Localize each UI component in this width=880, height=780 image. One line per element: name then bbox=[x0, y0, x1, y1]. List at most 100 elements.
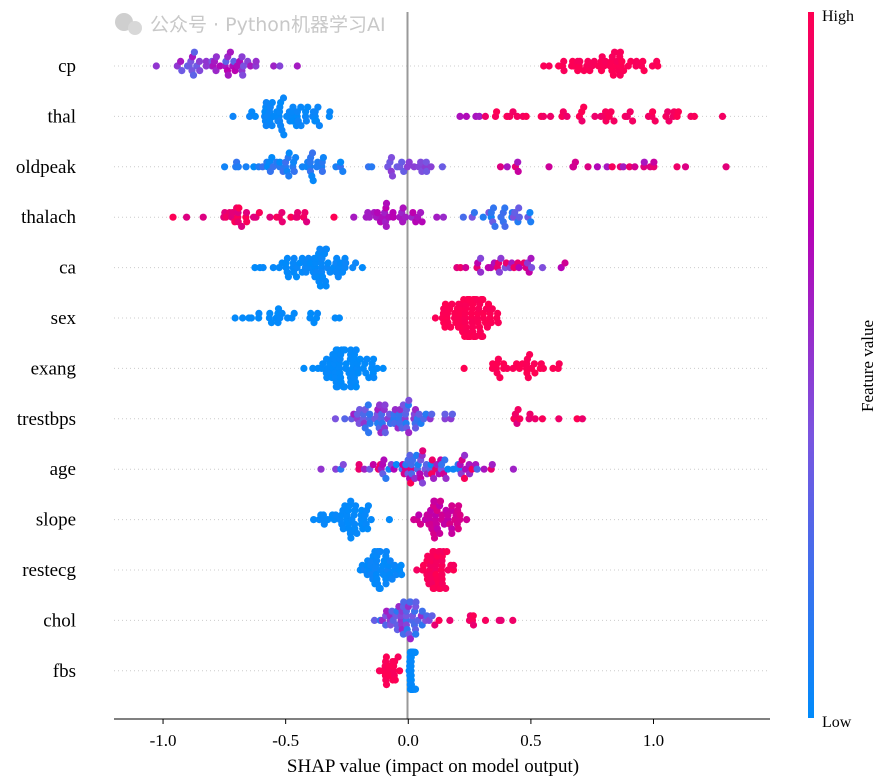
point-cp bbox=[639, 57, 647, 65]
point-cp bbox=[216, 62, 224, 70]
point-restecg bbox=[413, 566, 421, 574]
point-fbs bbox=[411, 648, 419, 657]
point-chol bbox=[481, 616, 490, 625]
point-thalach bbox=[242, 209, 251, 217]
point-cp bbox=[293, 62, 301, 70]
point-oldpeak bbox=[285, 172, 293, 180]
point-thal bbox=[578, 117, 586, 125]
point-cp bbox=[620, 67, 628, 75]
point-thal bbox=[509, 108, 517, 116]
point-exang bbox=[356, 355, 364, 363]
point-cp bbox=[609, 71, 618, 79]
point-fbs bbox=[396, 667, 404, 675]
point-thalach bbox=[199, 213, 207, 221]
point-exang bbox=[340, 383, 349, 391]
point-ca bbox=[316, 282, 324, 290]
point-restecg bbox=[388, 575, 396, 583]
point-cp bbox=[212, 53, 220, 61]
point-slope bbox=[416, 520, 425, 528]
point-exang bbox=[347, 383, 355, 391]
point-exang bbox=[494, 355, 502, 363]
point-thal bbox=[475, 112, 483, 120]
point-sex bbox=[247, 314, 255, 322]
x-tick-label: 0.0 bbox=[398, 731, 419, 750]
point-slope bbox=[353, 529, 361, 538]
point-thal bbox=[268, 99, 276, 107]
point-oldpeak bbox=[650, 158, 658, 166]
point-sex bbox=[494, 319, 502, 327]
point-thal bbox=[302, 117, 310, 125]
point-chol bbox=[370, 616, 379, 625]
point-ca bbox=[283, 254, 291, 262]
feature-label-chol: chol bbox=[43, 610, 76, 631]
point-cp bbox=[152, 62, 160, 70]
point-chol bbox=[412, 598, 420, 606]
point-thalach bbox=[235, 204, 243, 212]
point-thal bbox=[546, 112, 555, 120]
point-sex bbox=[313, 309, 322, 317]
point-cp bbox=[224, 71, 232, 79]
point-oldpeak bbox=[276, 158, 284, 166]
point-chol bbox=[509, 616, 517, 625]
point-sex bbox=[231, 314, 239, 322]
point-cp bbox=[648, 62, 657, 70]
point-restecg bbox=[376, 548, 384, 556]
point-exang bbox=[370, 374, 378, 382]
point-trestbps bbox=[375, 401, 384, 409]
point-thal bbox=[481, 112, 489, 120]
point-slope bbox=[463, 516, 471, 524]
point-exang bbox=[539, 364, 548, 372]
point-age bbox=[332, 465, 340, 473]
point-cp bbox=[177, 57, 185, 65]
point-age bbox=[473, 465, 481, 473]
x-axis-label: SHAP value (impact on model output) bbox=[287, 756, 579, 777]
point-restecg bbox=[391, 561, 399, 570]
point-oldpeak bbox=[337, 158, 345, 166]
point-thal bbox=[297, 103, 305, 111]
point-oldpeak bbox=[631, 163, 639, 171]
point-cp bbox=[270, 62, 278, 70]
point-trestbps bbox=[366, 410, 374, 418]
point-sex bbox=[494, 309, 502, 317]
point-exang bbox=[365, 374, 373, 382]
colorbar-high-label: High bbox=[822, 8, 854, 25]
point-oldpeak bbox=[388, 172, 397, 180]
point-cp bbox=[601, 57, 610, 65]
point-thalach bbox=[501, 222, 509, 230]
point-cp bbox=[540, 62, 548, 70]
point-oldpeak bbox=[387, 154, 396, 162]
feature-label-age: age bbox=[50, 459, 76, 480]
point-trestbps bbox=[415, 410, 423, 418]
point-cp bbox=[202, 57, 210, 65]
point-cp bbox=[238, 53, 246, 61]
point-cp bbox=[545, 62, 553, 70]
point-age bbox=[444, 465, 452, 473]
point-ca bbox=[292, 273, 301, 281]
point-ca bbox=[462, 264, 470, 272]
point-thalach bbox=[266, 213, 274, 221]
point-thal bbox=[674, 108, 683, 116]
point-cp bbox=[627, 57, 635, 65]
point-oldpeak bbox=[608, 163, 616, 171]
point-fbs bbox=[411, 685, 420, 693]
point-ca bbox=[342, 259, 350, 267]
point-sex bbox=[239, 314, 247, 322]
point-exang bbox=[503, 364, 511, 372]
point-thalach bbox=[479, 213, 487, 221]
x-tick-label: -1.0 bbox=[150, 731, 177, 750]
point-slope bbox=[448, 502, 456, 510]
point-ca bbox=[561, 259, 569, 267]
point-restecg bbox=[442, 584, 450, 593]
point-oldpeak bbox=[417, 158, 425, 166]
point-thalach bbox=[418, 218, 426, 226]
point-trestbps bbox=[381, 429, 389, 437]
point-thalach bbox=[433, 213, 441, 221]
point-age bbox=[449, 465, 457, 473]
point-oldpeak bbox=[398, 158, 406, 166]
point-thalach bbox=[294, 209, 302, 217]
point-restecg bbox=[398, 571, 406, 579]
point-slope bbox=[448, 529, 456, 538]
point-age bbox=[488, 461, 496, 469]
point-oldpeak bbox=[221, 163, 229, 171]
point-age bbox=[412, 451, 421, 459]
